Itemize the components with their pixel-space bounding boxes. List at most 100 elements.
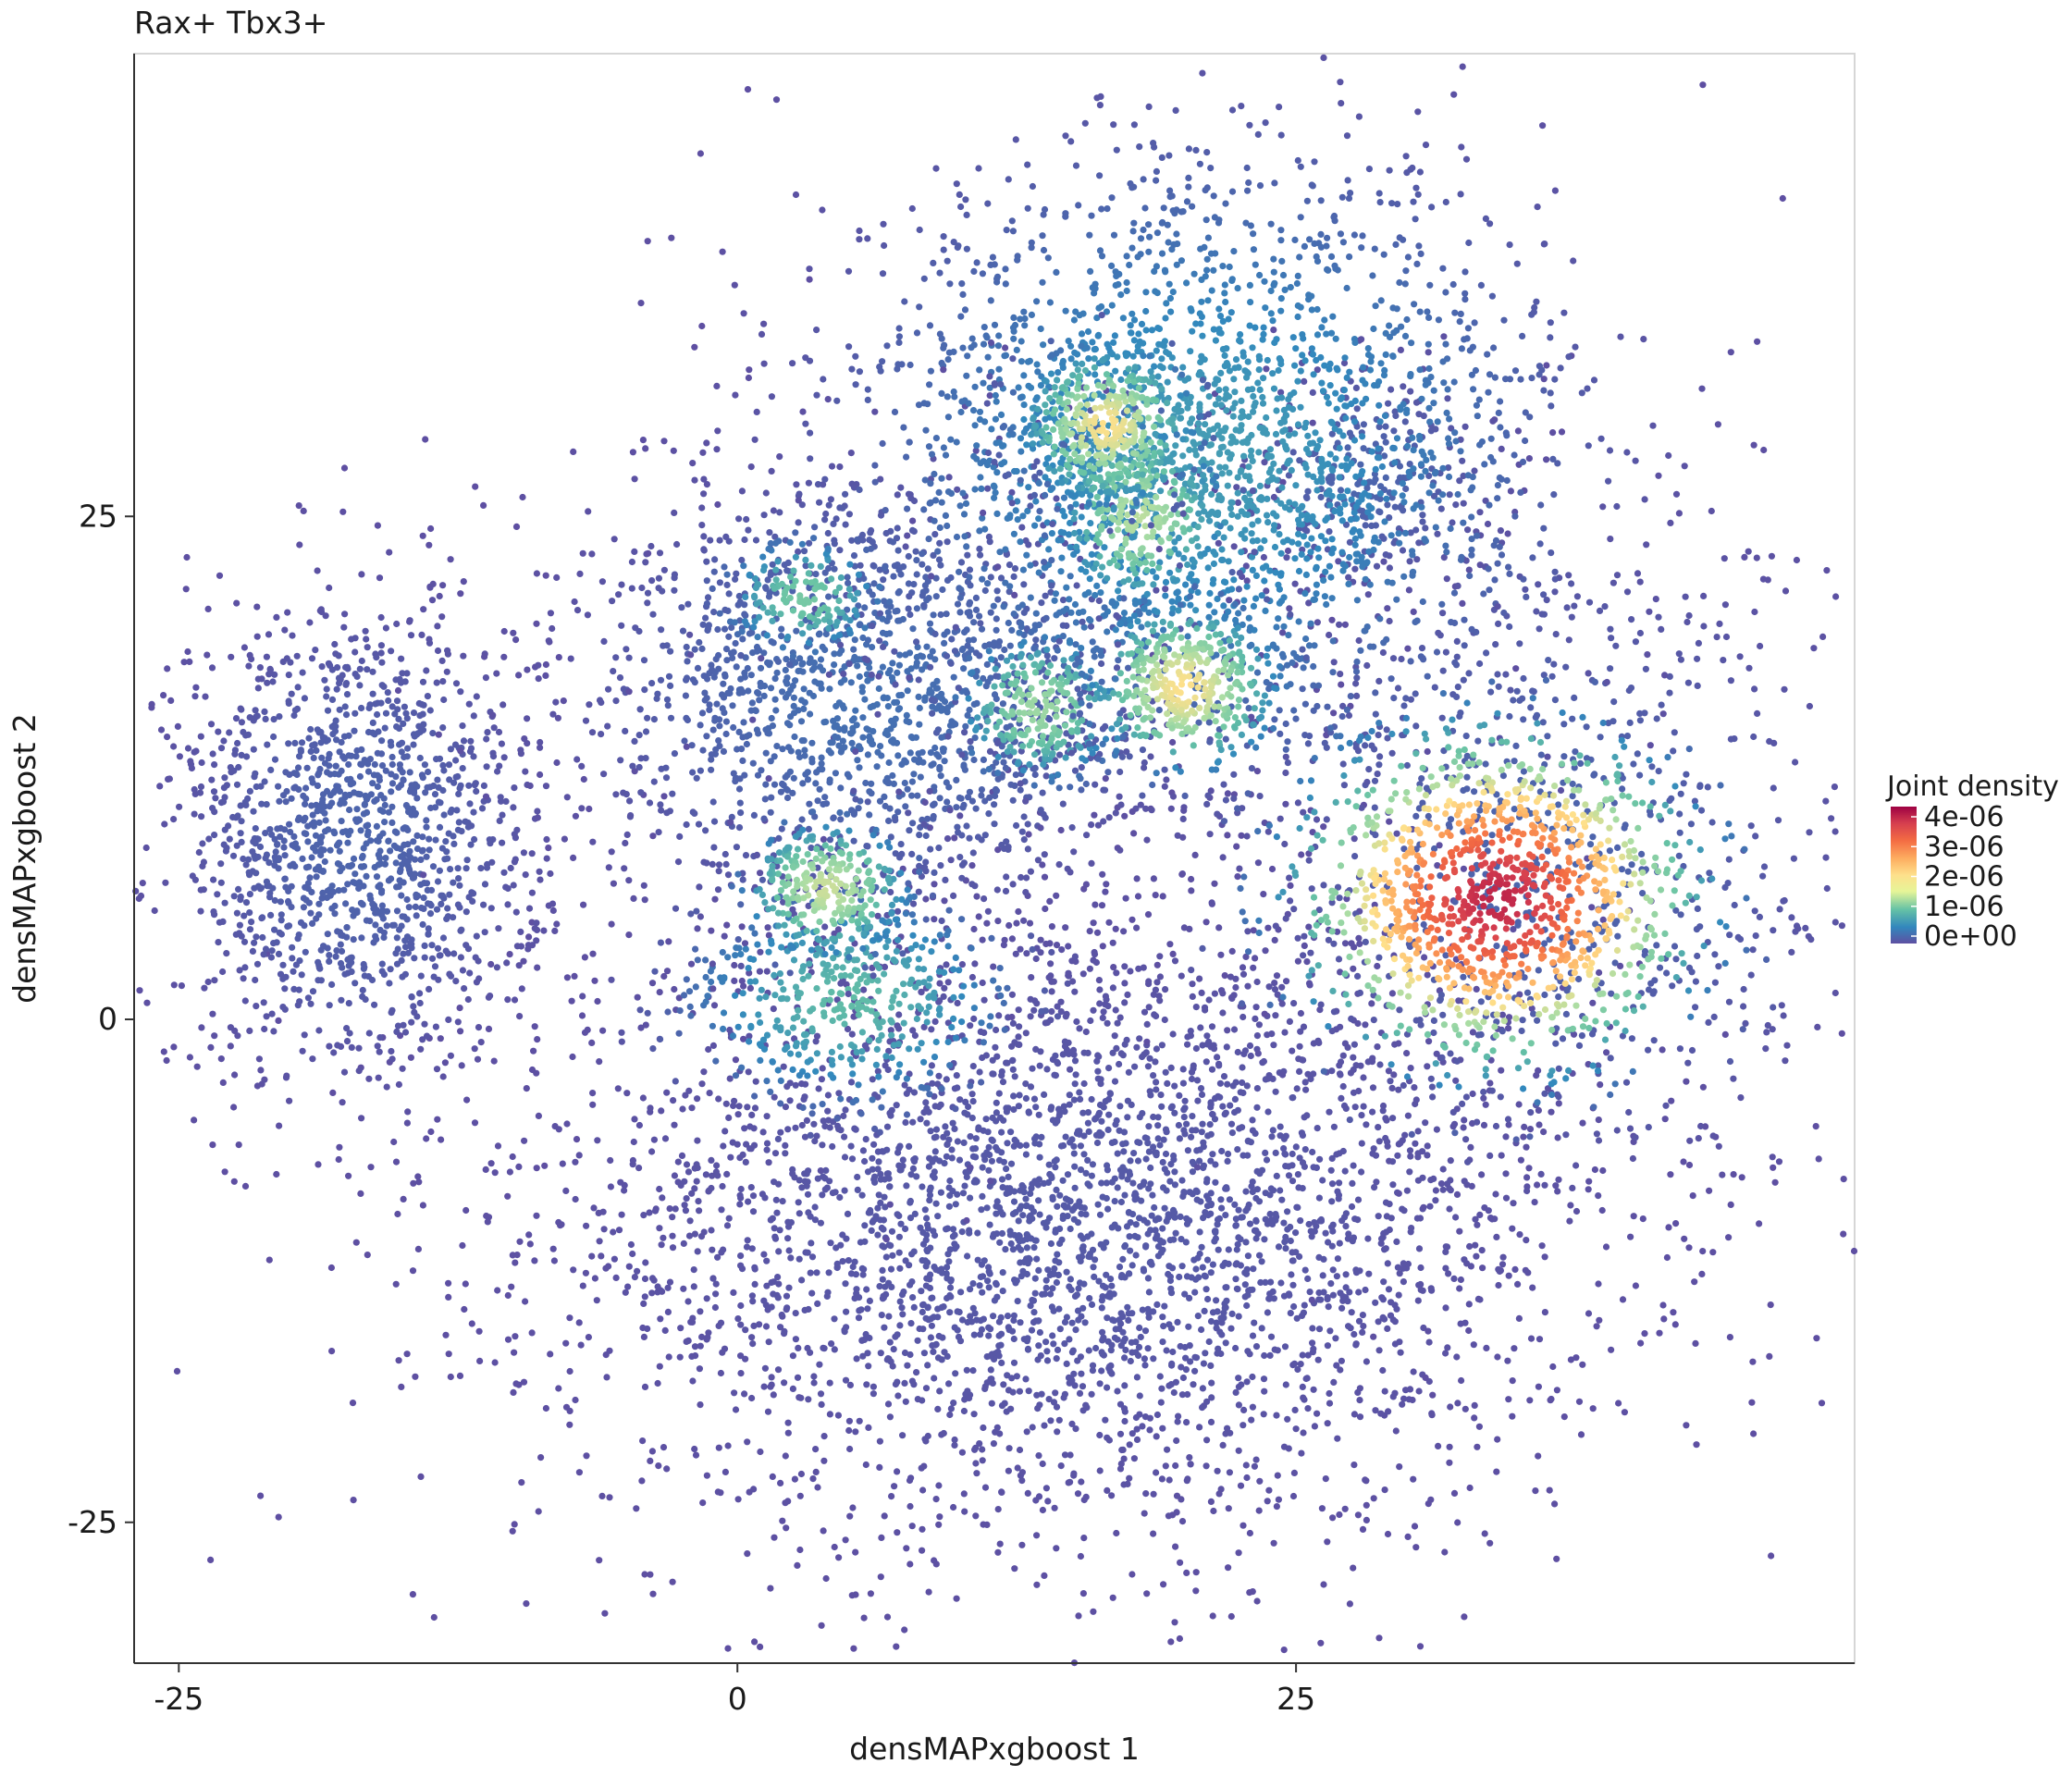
data-point: [680, 1286, 686, 1292]
data-point: [751, 1125, 758, 1131]
data-point: [1046, 1162, 1053, 1168]
data-point: [1219, 1009, 1226, 1016]
data-point: [1195, 1313, 1202, 1319]
data-point: [378, 660, 385, 666]
data-point: [771, 1094, 778, 1101]
data-point: [1483, 1345, 1489, 1351]
data-point: [360, 853, 366, 859]
data-point: [891, 1346, 897, 1352]
data-point: [1300, 1384, 1306, 1390]
data-point: [1182, 1098, 1189, 1104]
data-point: [590, 1204, 597, 1211]
data-point: [512, 1260, 518, 1266]
data-point: [1075, 1612, 1081, 1619]
data-point: [1067, 1479, 1073, 1486]
data-point: [1102, 1417, 1108, 1424]
data-point: [751, 1142, 758, 1149]
data-point: [744, 1438, 750, 1445]
data-point: [483, 735, 489, 742]
data-point: [980, 1030, 987, 1036]
data-point: [1002, 1246, 1008, 1252]
data-point: [298, 919, 304, 926]
data-point: [1136, 1035, 1142, 1042]
data-point: [808, 1240, 814, 1246]
data-point: [202, 694, 208, 700]
data-point: [378, 614, 385, 621]
data-point: [347, 776, 353, 783]
data-point: [1361, 1104, 1367, 1110]
data-point: [393, 1159, 400, 1166]
data-point: [589, 1102, 596, 1108]
data-point: [697, 1401, 703, 1408]
data-point: [1300, 1132, 1306, 1139]
data-point: [1033, 1532, 1040, 1538]
data-point: [458, 954, 464, 960]
data-point: [1096, 977, 1103, 983]
data-point: [1244, 983, 1251, 990]
data-point: [152, 907, 158, 914]
data-point: [1030, 1309, 1037, 1315]
data-point: [1603, 1243, 1610, 1250]
data-point: [1390, 1071, 1397, 1078]
data-point: [1310, 1070, 1316, 1077]
data-point: [438, 1137, 444, 1143]
data-point: [845, 1211, 851, 1217]
data-point: [1049, 1332, 1055, 1338]
data-point: [1223, 1304, 1229, 1311]
data-point: [366, 1030, 373, 1036]
data-point: [1219, 990, 1226, 996]
data-point: [1163, 1127, 1169, 1133]
data-point: [689, 1319, 696, 1326]
data-point: [286, 1098, 292, 1104]
data-point: [659, 1194, 665, 1201]
data-point: [795, 1375, 801, 1381]
data-point: [1153, 1086, 1159, 1092]
data-point: [980, 1457, 986, 1463]
data-point: [1078, 1232, 1084, 1239]
data-point: [1466, 1243, 1473, 1250]
data-point: [458, 927, 464, 933]
data-point: [1411, 1368, 1417, 1375]
data-point: [952, 1325, 958, 1331]
data-point: [308, 802, 314, 808]
data-point: [331, 641, 338, 648]
data-point: [1422, 1119, 1428, 1126]
data-point: [1590, 1405, 1597, 1412]
data-point: [1512, 665, 1519, 672]
data-point: [768, 1279, 774, 1286]
data-point: [1183, 1570, 1190, 1576]
data-point: [435, 977, 441, 983]
data-point: [1183, 1366, 1190, 1373]
data-point: [1324, 1538, 1330, 1545]
data-point: [703, 1171, 709, 1178]
data-point: [984, 1353, 991, 1360]
data-point: [669, 1214, 675, 1220]
data-point: [1276, 1497, 1282, 1503]
data-point: [1097, 1467, 1104, 1474]
data-point: [960, 1190, 967, 1196]
data-point: [1527, 1126, 1534, 1132]
data-point: [286, 700, 292, 707]
data-point: [1050, 1196, 1056, 1202]
data-point: [499, 812, 505, 819]
data-point: [550, 1246, 557, 1252]
data-point: [667, 1279, 673, 1286]
data-point: [1386, 1286, 1392, 1292]
data-point: [427, 910, 434, 917]
data-point: [923, 1215, 930, 1221]
data-point: [761, 1384, 768, 1390]
data-point: [1042, 874, 1048, 881]
data-point: [551, 1257, 558, 1264]
data-point: [901, 1380, 907, 1387]
data-point: [329, 697, 336, 703]
data-point: [1328, 1198, 1335, 1204]
data-point: [286, 900, 292, 906]
data-point: [1387, 1201, 1393, 1207]
data-point: [1170, 1030, 1177, 1037]
data-point: [513, 909, 520, 916]
data-point: [896, 1250, 903, 1256]
data-point: [1030, 1424, 1036, 1430]
data-point: [1435, 1443, 1441, 1449]
data-point: [959, 1449, 966, 1456]
data-point: [498, 798, 504, 805]
